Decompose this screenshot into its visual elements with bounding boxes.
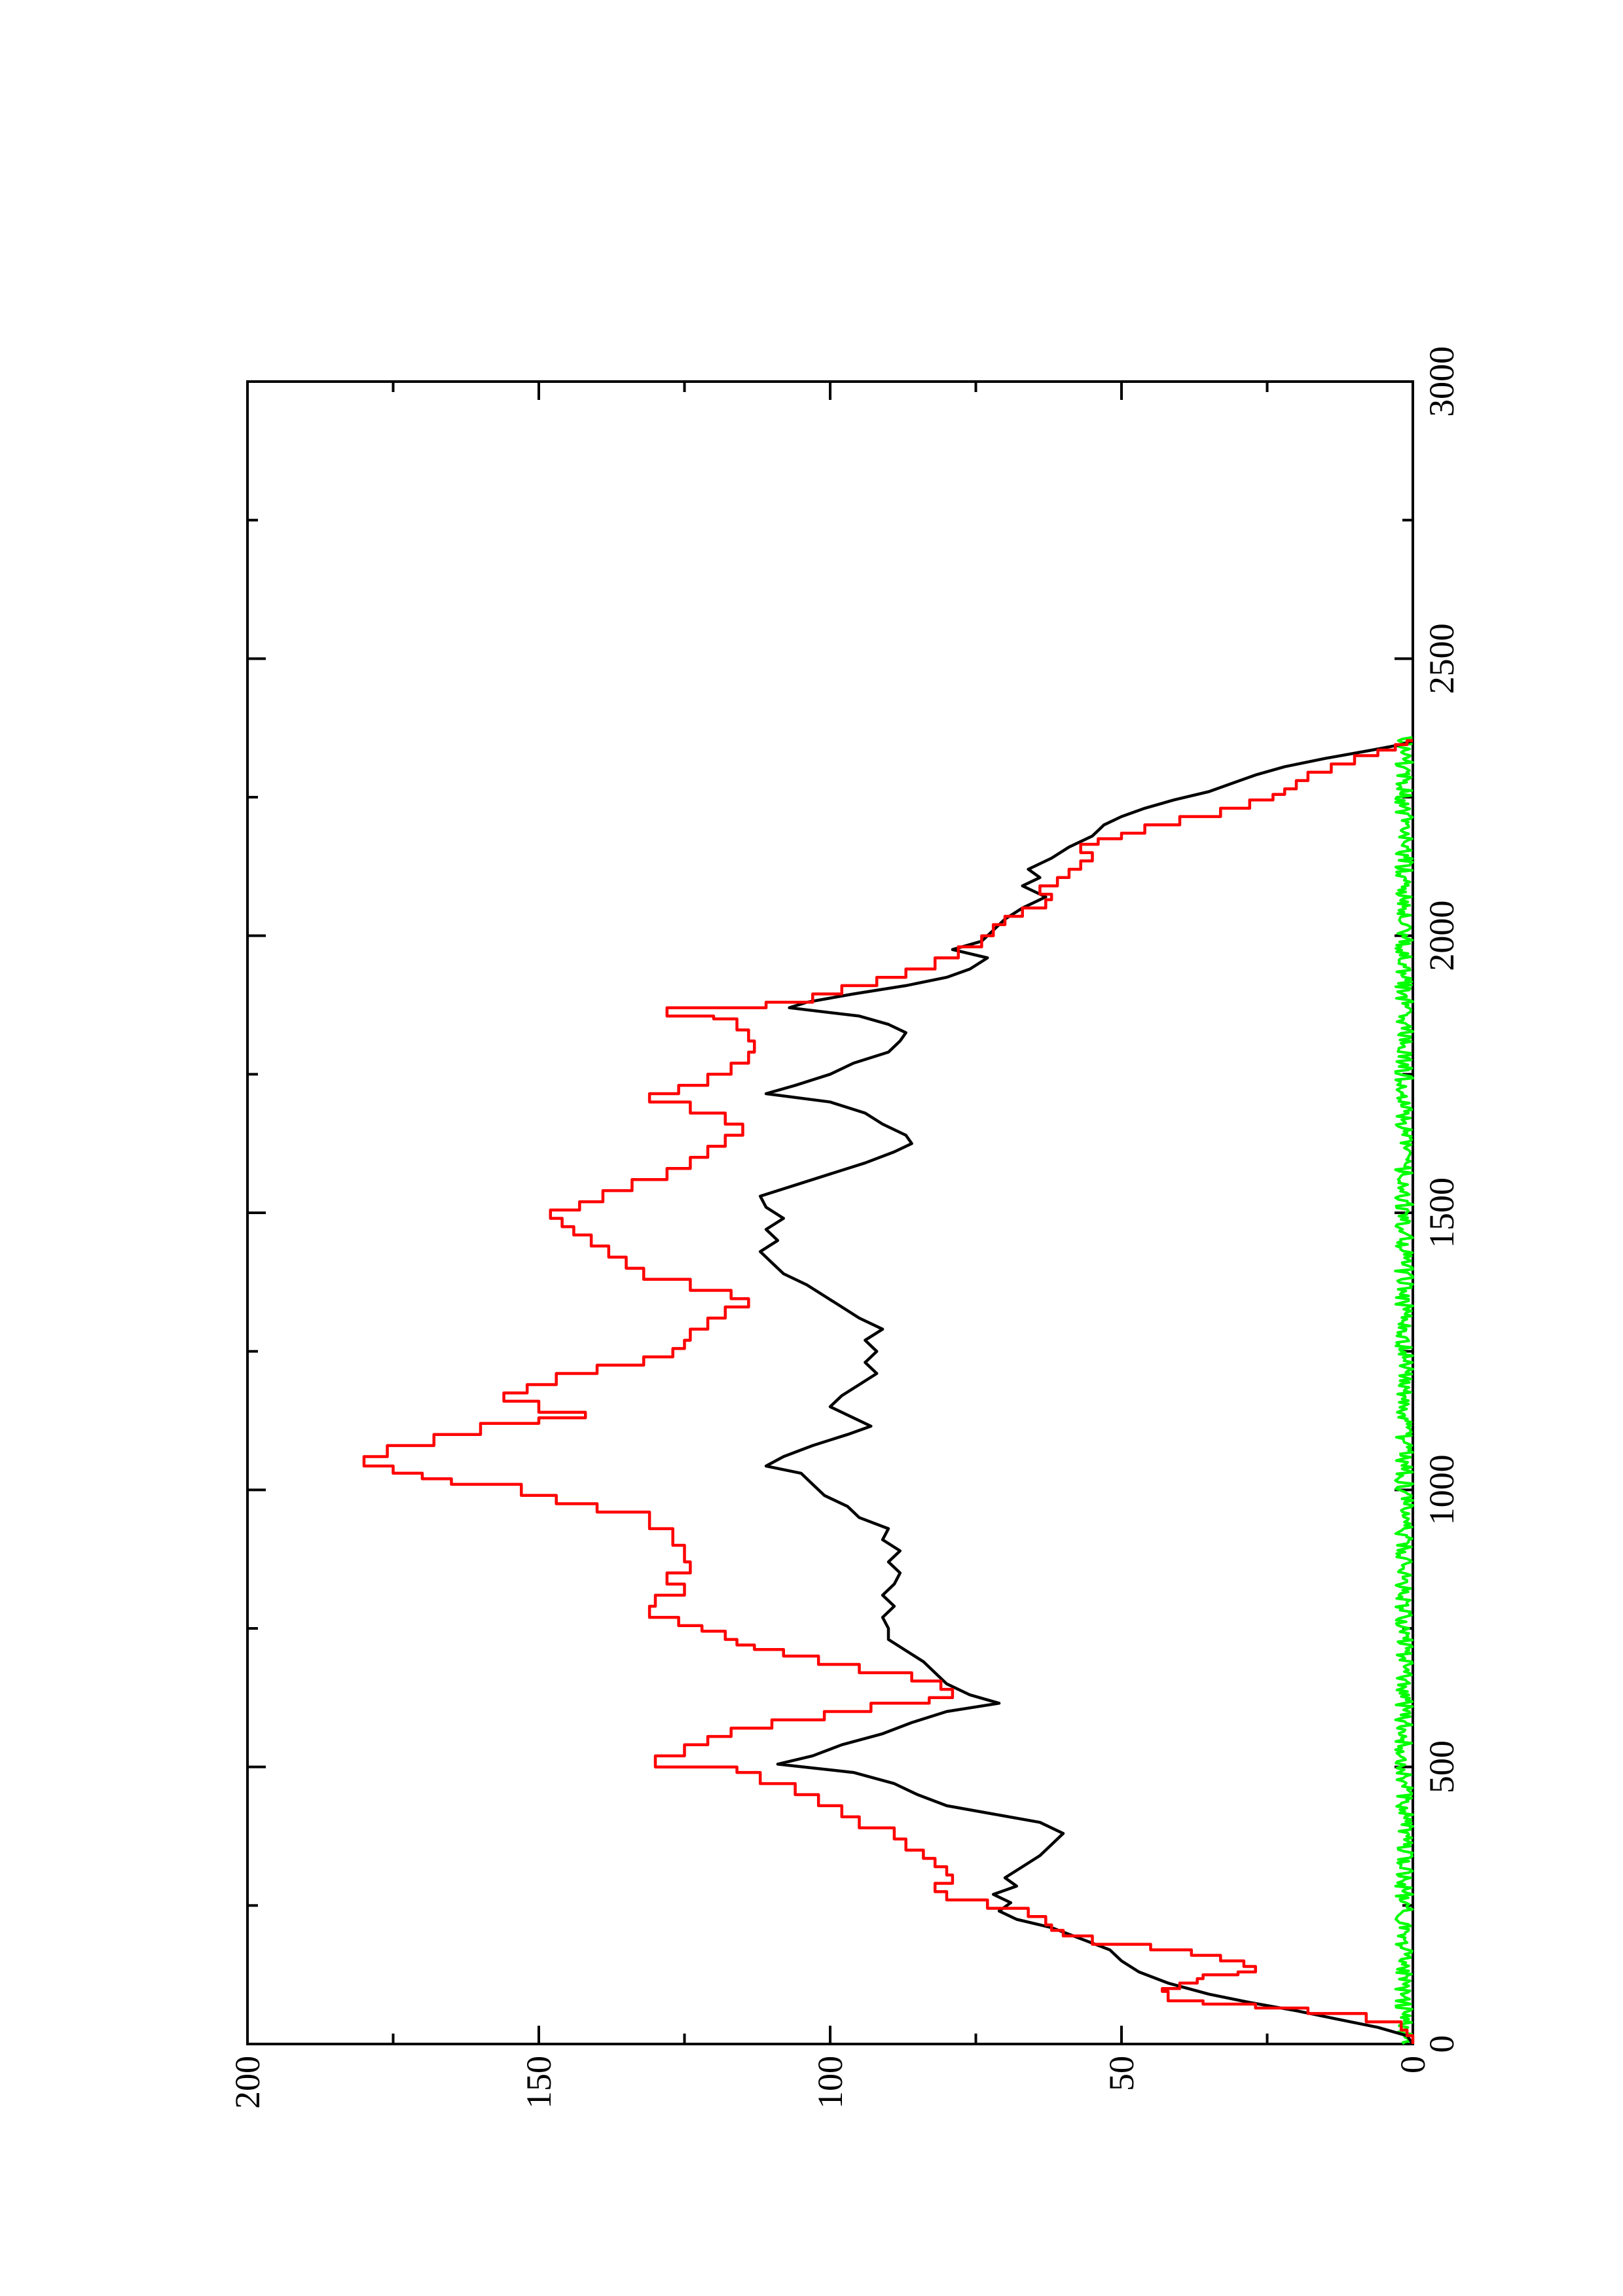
x-tick-label: 500 xyxy=(1422,1740,1461,1793)
x-tick-label: 3000 xyxy=(1422,346,1461,417)
plot-frame xyxy=(246,380,1414,2045)
y-tick-label: 200 xyxy=(228,2056,267,2109)
chart-rotated-group: 0 500 1000 1500 2000 2500 3000 0 50 100 150 200 xyxy=(228,346,1461,2109)
series-line-black xyxy=(758,739,1414,2045)
x-tick-label: 1000 xyxy=(1422,1454,1461,1525)
axis-ticks xyxy=(246,380,1414,2045)
y-tick-label: 150 xyxy=(519,2056,558,2109)
series-layer xyxy=(362,736,1415,2045)
y-tick-label: 100 xyxy=(811,2056,850,2109)
series-line-green xyxy=(1394,736,1414,2045)
x-tick-label: 0 xyxy=(1422,2036,1461,2053)
x-tick-label: 2000 xyxy=(1422,901,1461,971)
x-tick-label: 1500 xyxy=(1422,1177,1461,1248)
tick-labels: 0 500 1000 1500 2000 2500 3000 0 50 100 150 200 xyxy=(228,346,1461,2109)
x-tick-label: 2500 xyxy=(1422,623,1461,694)
y-tick-label: 50 xyxy=(1102,2056,1141,2091)
series-line-red xyxy=(362,739,1415,2044)
y-tick-label: 0 xyxy=(1393,2056,1432,2073)
